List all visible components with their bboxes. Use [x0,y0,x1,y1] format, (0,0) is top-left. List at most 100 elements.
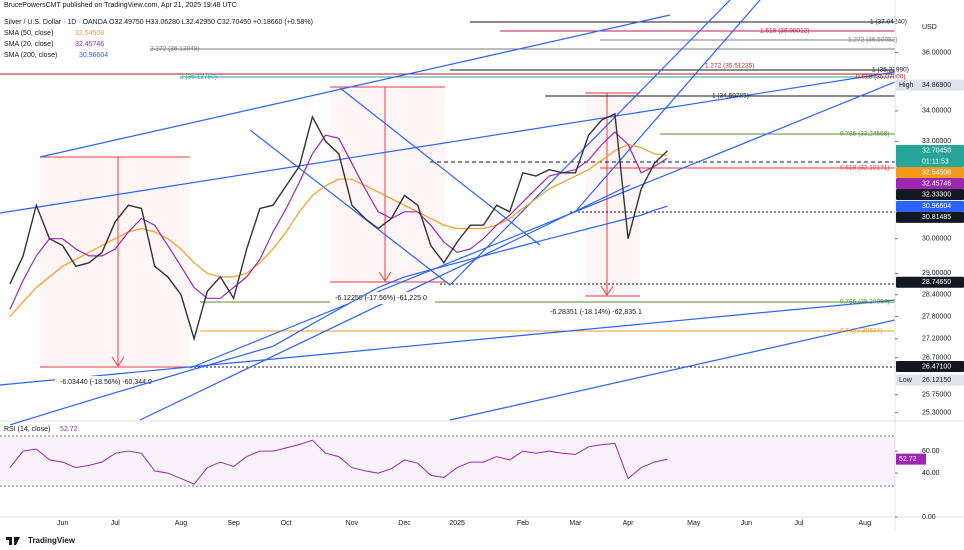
price-tag-label: 30.81485 [922,214,951,221]
y-tick-label: 25.30000 [922,410,951,417]
legend-value: 32.54508 [75,30,104,37]
price-tag-prefix: High [899,82,914,89]
rsi-value: 52.72 [60,426,78,433]
x-tick-label: Jun [741,520,752,527]
price-tag [896,167,964,179]
price-tag [896,374,964,386]
sma-line [9,205,668,426]
price-tag [896,211,964,223]
y-tick-label: 30.00000 [922,236,951,243]
legend-name: SMA (200, close) [4,52,57,59]
label-bg [330,292,435,304]
measure-label: -6.03440 (-18.56%) -60,344.0 [60,379,152,386]
rsi-tag-label: 52.72 [899,456,917,463]
trendlines-part [0,299,896,386]
fib-label: 0.786 (28.20804) [840,299,890,306]
x-tick-label: May [687,520,701,527]
sma-line [9,143,668,317]
currency: USD [922,24,937,31]
measure-tool-part [40,157,190,367]
legend-value: 30.96604 [79,52,108,59]
y-tick-label: 27.20000 [922,336,951,343]
trendlines-part [339,87,541,246]
price-tag-prefix: Low [899,377,913,384]
legend-name: SMA (20, close) [4,41,53,48]
y-tick-label: 29.00000 [922,270,951,277]
trendlines [0,0,896,421]
rsi-tag [896,453,926,465]
price-tag [896,145,964,168]
price-tag [896,361,964,373]
price-tag-label: 32.33300 [922,191,951,198]
x-tick-label: Aug [859,520,872,527]
x-tick-label: Aug [175,520,188,527]
label-bg [545,306,653,318]
measure-tool [40,86,640,368]
rsi-title: RSI (14, close) [4,426,50,433]
price-tag-label: 34.86900 [922,82,951,89]
y-tick-label: 25.75000 [922,392,951,399]
price-tag-label: 32.70450 [922,147,951,154]
fib-label: 1 (37.04240) [870,19,907,26]
fib-label: 2 (35.12750) [180,74,217,81]
label-bg [55,376,163,388]
trendlines-part [449,319,896,421]
measure-label: -6.28351 (-18.14%) -62,835.1 [550,309,642,316]
trendlines-part [0,71,896,214]
x-tick-label: Oct [281,520,292,527]
rsi-tick-label: 60.00 [922,448,940,455]
price-tag-label: 26.12150 [922,377,951,384]
rsi-band [0,436,895,486]
x-tick-label: Apr [623,520,635,527]
price-tag [896,79,964,91]
legend-name: SMA (50, close) [4,30,53,37]
rsi-line [9,439,668,485]
x-tick-label: Feb [517,520,529,527]
countdown: 01:11:53 [922,158,949,165]
fib-label: 1 (35.22990) [872,67,909,74]
price-tag [896,178,964,190]
y-tick-label: 27.80000 [922,313,951,320]
publisher: BrucePowersCMT published on TradingView.… [4,2,237,9]
y-tick-label: 36.00000 [922,49,951,56]
trendlines-part [574,0,761,213]
legend-value: 32.45746 [75,41,104,48]
measure-tool-part [378,271,392,282]
x-tick-label: 2025 [449,520,465,527]
fib-label: 0.618 (32.19171) [840,165,890,172]
x-tick-label: Jun [57,520,68,527]
price-tag-label: 32.45746 [922,180,951,187]
y-tick-label: 26.70000 [922,355,951,362]
price-tag [896,200,964,212]
x-tick-label: Nov [346,520,359,527]
measure-label: -6.12250 (-17.56%) -61,225.0 [335,295,427,302]
y-tick-label: 33.00000 [922,138,951,145]
trendlines-part [189,81,896,369]
measure-tool-part [111,356,125,367]
fib-label: 0.786 (33.24558) [840,131,890,138]
fib-label: 1.272 (36.50052) [848,37,898,44]
y-tick-label: 34.00000 [922,108,951,115]
fib-labels: 1 (37.04240) 1.618 (36.99012) 1.272 (36.… [150,19,909,335]
fib-label: 1.272 (35.51235) [705,63,755,70]
measure-tool-part [330,87,445,282]
price-tag [896,276,964,288]
price-line [9,112,668,342]
price-tag-label: 28.74650 [922,279,951,286]
measure-labels: -6.12250 (-17.56%) -61,225.0 -6.28351 (-… [55,292,653,388]
x-tick-label: Dec [398,520,411,527]
footer-brand: TradingView [28,536,76,545]
fib-label: 0.618 (35.07000) [856,74,906,81]
price-tag-label: 26.47100 [922,363,951,370]
symbol-info: Silver / U.S. Dollar · 1D · OANDA O32.49… [4,19,313,26]
x-tick-label: Sep [227,520,240,527]
fib-label: 0.5 (27.39634) [840,328,882,335]
trendlines-part [449,0,731,286]
footer-logo [6,537,20,545]
x-tick-label: Jul [795,520,804,527]
x-tick-label: Mar [569,520,582,527]
x-tick-label: Jul [111,520,120,527]
trendlines-part [249,129,451,286]
